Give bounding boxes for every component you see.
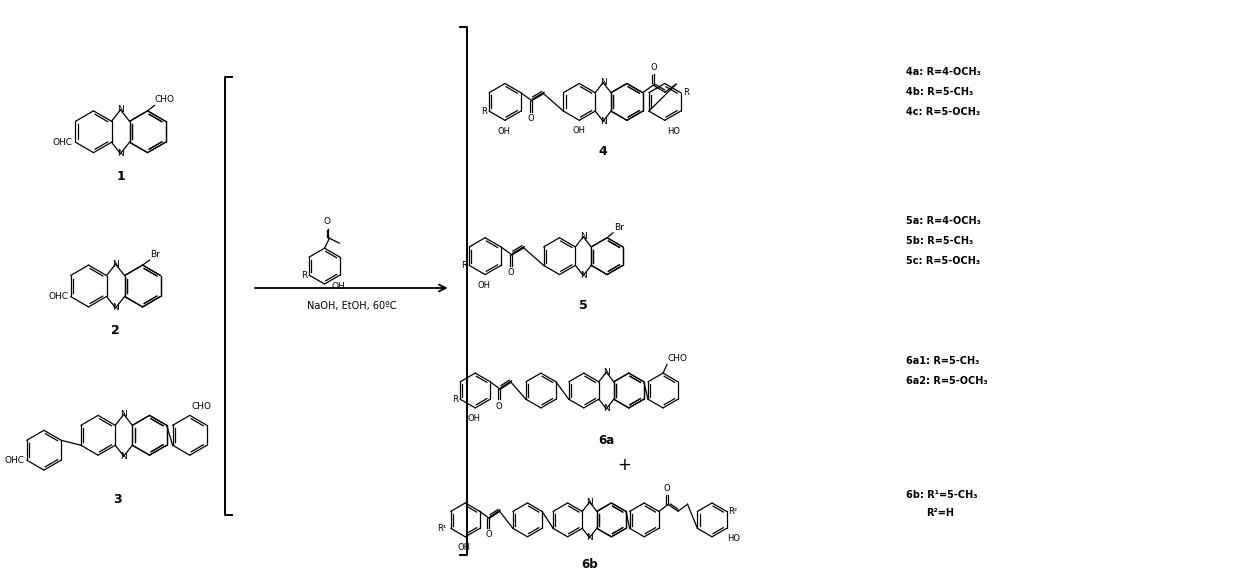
Text: R¹: R¹ [438,524,446,533]
Text: 6a2: R=5-OCH₃: 6a2: R=5-OCH₃ [906,376,988,385]
Text: CHO: CHO [155,96,175,104]
Text: NaOH, EtOH, 60ºC: NaOH, EtOH, 60ºC [306,301,396,311]
Text: R: R [481,107,487,116]
Text: 2: 2 [112,324,120,338]
Text: O: O [507,268,515,278]
Text: 5c: R=5-OCH₃: 5c: R=5-OCH₃ [906,256,981,266]
Text: N: N [120,452,128,461]
Text: 3: 3 [114,494,123,506]
Text: OH: OH [331,282,345,291]
Text: 1: 1 [117,170,125,183]
Text: 4b: R=5-CH₃: 4b: R=5-CH₃ [906,87,973,97]
Text: +: + [618,456,631,474]
Text: N: N [603,367,610,377]
Text: O: O [651,63,657,72]
Text: N: N [603,404,610,414]
Text: O: O [496,401,502,411]
Text: N: N [120,410,128,419]
Text: O: O [485,530,491,539]
Text: 6a: 6a [598,434,615,447]
Text: 6b: 6b [582,558,598,571]
Text: R: R [453,395,459,404]
Text: OH: OH [477,281,491,290]
Text: O: O [324,217,331,226]
Text: N: N [112,304,119,312]
Text: OH: OH [458,543,471,552]
Text: 5b: R=5-CH₃: 5b: R=5-CH₃ [906,236,973,246]
Text: OH: OH [467,414,481,423]
Text: N: N [580,232,587,241]
Text: 4: 4 [599,145,608,158]
Text: HO: HO [667,127,680,136]
Text: N: N [117,105,124,114]
Text: O: O [663,483,671,492]
Text: 4c: R=5-OCH₃: 4c: R=5-OCH₃ [906,107,981,117]
Text: Br: Br [614,223,624,232]
Text: R: R [301,271,308,279]
Text: R²: R² [728,507,738,516]
Text: 6a1: R=5-CH₃: 6a1: R=5-CH₃ [906,355,980,366]
Text: 5: 5 [579,300,588,312]
Text: O: O [527,114,534,123]
Text: OHC: OHC [5,456,25,465]
Text: Br: Br [150,250,160,259]
Text: N: N [117,149,124,158]
Text: R: R [683,88,688,97]
Text: N: N [600,117,606,126]
Text: R: R [461,261,467,270]
Text: 6b: R¹=5-CH₃: 6b: R¹=5-CH₃ [906,490,978,500]
Text: R²=H: R²=H [926,508,955,518]
Text: OH: OH [497,127,511,136]
Text: OHC: OHC [53,138,73,147]
Text: OH: OH [573,126,585,135]
Text: 4a: R=4-OCH₃: 4a: R=4-OCH₃ [906,67,981,77]
Text: HO: HO [728,535,740,543]
Text: CHO: CHO [192,403,212,411]
Text: N: N [580,271,587,280]
Text: N: N [587,498,593,507]
Text: OHC: OHC [48,292,68,301]
Text: N: N [587,533,593,542]
Text: N: N [112,260,119,268]
Text: N: N [600,78,606,87]
Text: CHO: CHO [668,354,688,363]
Text: 5a: R=4-OCH₃: 5a: R=4-OCH₃ [906,217,981,226]
